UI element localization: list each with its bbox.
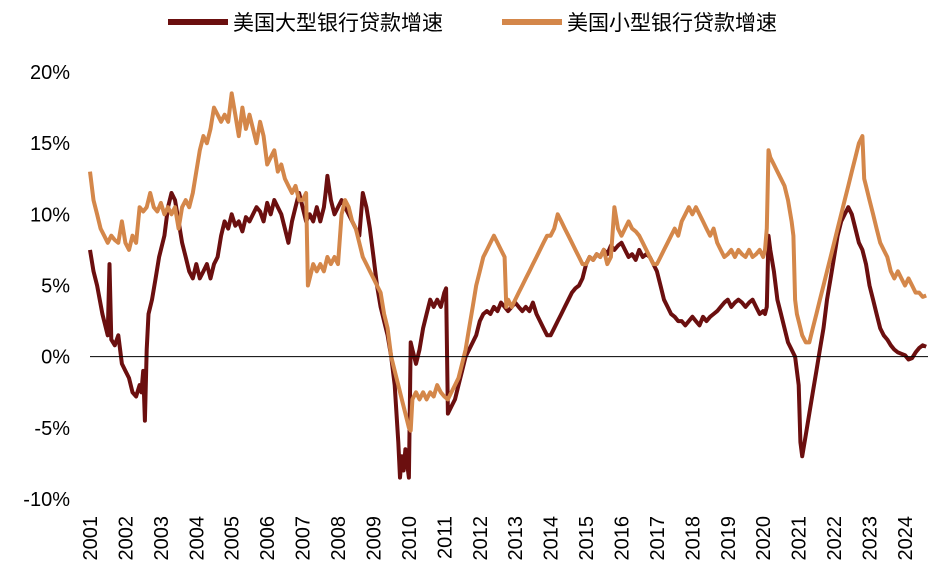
- x-tick-label: 2020: [753, 516, 775, 561]
- x-tick-label: 2007: [293, 516, 315, 561]
- x-tick-label: 2014: [541, 516, 563, 561]
- y-tick-label: 5%: [41, 276, 70, 298]
- x-tick-label: 2023: [860, 516, 882, 561]
- y-tick-label: 15%: [30, 133, 70, 155]
- x-tick-label: 2019: [718, 516, 740, 561]
- y-tick-label: -10%: [23, 489, 70, 511]
- y-tick-label: 10%: [30, 204, 70, 226]
- x-tick-label: 2003: [151, 516, 173, 561]
- x-axis-ticks: 2001 2002 2003 2004 2005 2006 2007 2008 2009 2010…: [80, 516, 917, 561]
- series-layer: [88, 91, 927, 480]
- x-tick-label: 2012: [470, 516, 492, 561]
- x-tick-label: 2004: [186, 516, 208, 561]
- x-tick-label: 2015: [576, 516, 598, 561]
- y-axis-ticks: 20% 15% 10% 5% 0% -5% -10%: [23, 62, 70, 511]
- x-tick-label: 2024: [895, 516, 917, 561]
- x-tick-label: 2013: [505, 516, 527, 561]
- series-line-large-banks: [88, 173, 927, 480]
- x-tick-label: 2011: [434, 516, 456, 559]
- x-tick-label: 2001: [80, 516, 102, 561]
- x-tick-label: 2010: [399, 516, 421, 561]
- x-tick-label: 2009: [364, 516, 386, 561]
- y-tick-label: -5%: [34, 418, 70, 440]
- y-tick-label: 0%: [41, 347, 70, 369]
- x-tick-label: 2017: [647, 516, 669, 561]
- legend-label-large-banks: 美国大型银行贷款增速: [233, 11, 443, 35]
- x-tick-label: 2022: [824, 516, 846, 561]
- x-tick-label: 2018: [682, 516, 704, 561]
- x-tick-label: 2002: [115, 516, 137, 561]
- y-tick-label: 20%: [30, 62, 70, 84]
- series-line-small-banks: [88, 91, 927, 433]
- x-tick-label: 2016: [612, 516, 634, 561]
- x-tick-label: 2008: [328, 516, 350, 561]
- x-tick-label: 2006: [257, 516, 279, 561]
- x-tick-label: 2005: [222, 516, 244, 561]
- x-tick-label: 2021: [789, 516, 811, 561]
- legend: 美国大型银行贷款增速 美国小型银行贷款增速: [168, 11, 777, 35]
- legend-label-small-banks: 美国小型银行贷款增速: [567, 11, 777, 35]
